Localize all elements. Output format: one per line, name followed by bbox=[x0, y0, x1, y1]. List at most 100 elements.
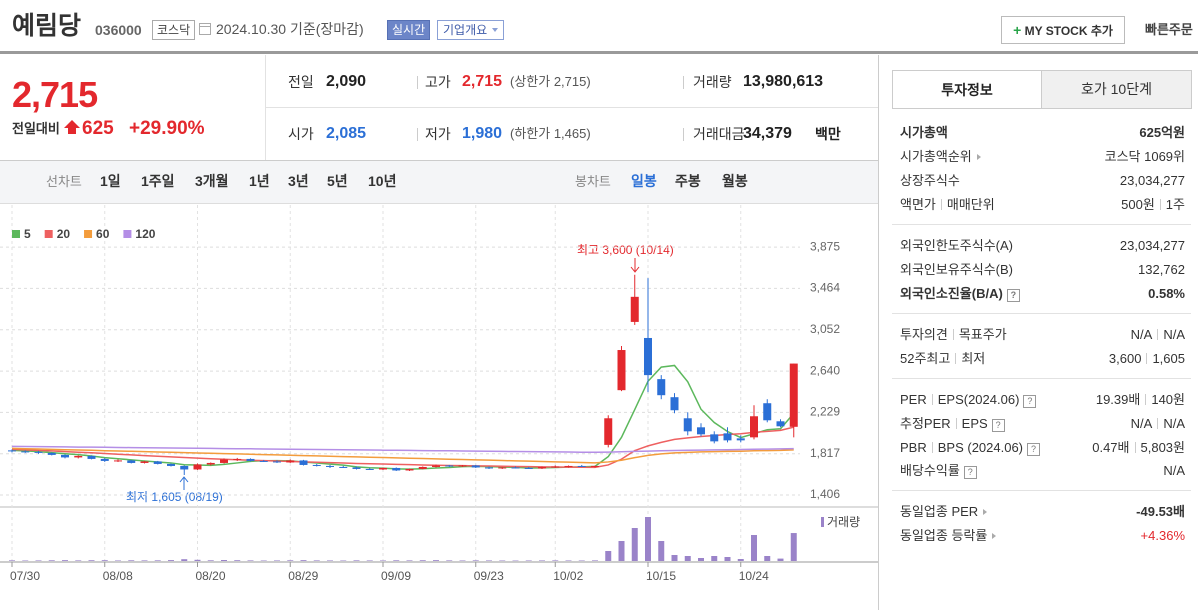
volume-bar bbox=[406, 560, 413, 561]
candle-body bbox=[538, 466, 546, 469]
volume-bar bbox=[35, 560, 42, 561]
period-item[interactable]: 5년 bbox=[327, 173, 348, 189]
volume-bar bbox=[22, 560, 29, 561]
candle-item[interactable]: 일봉 bbox=[631, 173, 657, 189]
overview-button[interactable]: 기업개요 bbox=[437, 20, 505, 40]
cell-value: 2,715 bbox=[462, 73, 503, 90]
candle-body bbox=[233, 458, 242, 460]
info-value: -49.53배 bbox=[1136, 504, 1185, 519]
volume-bar bbox=[48, 560, 55, 561]
info-row: 액면가 매매단위 500원 1주 bbox=[900, 193, 1185, 217]
info-value: N/A bbox=[1130, 416, 1153, 431]
volume-bar bbox=[128, 560, 135, 561]
candle-body bbox=[114, 460, 122, 462]
period-item[interactable]: 1주일 bbox=[141, 173, 175, 189]
cell-label: 거래대금 bbox=[693, 126, 745, 142]
volume-bar bbox=[75, 560, 82, 561]
up-icon bbox=[64, 120, 80, 134]
info-label: 목표주가 bbox=[958, 327, 1007, 342]
info-label: 동일업종 PER bbox=[900, 504, 979, 519]
candle-body bbox=[683, 418, 692, 432]
candle-body bbox=[630, 296, 639, 322]
candle-body bbox=[776, 421, 785, 427]
info-value: 1,605 bbox=[1152, 351, 1185, 366]
info-tab[interactable]: 투자정보 bbox=[892, 70, 1042, 109]
volume-bar bbox=[631, 528, 638, 561]
cell-sep bbox=[417, 76, 418, 89]
candle-body bbox=[524, 467, 533, 469]
legend-label: 20 bbox=[57, 227, 71, 241]
info-value: 23,034,277 bbox=[1119, 238, 1185, 253]
x-tick-label: 10/02 bbox=[553, 569, 583, 583]
candle-body bbox=[153, 461, 162, 464]
volume-bar bbox=[552, 560, 559, 561]
info-label: 외국인소진율(B/A) bbox=[900, 286, 1003, 301]
info-label: PER bbox=[900, 392, 927, 407]
volume-bar bbox=[539, 560, 545, 561]
legend-swatch bbox=[12, 230, 20, 238]
period-item[interactable]: 10년 bbox=[368, 173, 397, 189]
info-label: 외국인보유주식수(B) bbox=[900, 262, 1014, 277]
period-item[interactable]: 3년 bbox=[288, 173, 309, 189]
quote-divider bbox=[0, 160, 878, 161]
period-item[interactable]: 1일 bbox=[100, 173, 121, 189]
candle-body bbox=[789, 363, 798, 427]
info-label: EPS(2024.06) bbox=[937, 392, 1020, 407]
volume-bar bbox=[393, 560, 400, 561]
row-divider bbox=[892, 313, 1191, 314]
candle-body bbox=[74, 455, 83, 458]
change-label: 전일대비 bbox=[12, 121, 60, 136]
cell-sep bbox=[683, 128, 684, 141]
candle-body bbox=[670, 397, 679, 411]
cell-sep bbox=[417, 128, 418, 141]
quick-order[interactable]: 빠른주문 bbox=[1145, 22, 1193, 37]
period-item[interactable]: 1년 bbox=[249, 173, 270, 189]
candle-body bbox=[485, 467, 493, 469]
mystock-button[interactable]: + MY STOCK 추가 bbox=[1001, 16, 1125, 44]
annotation-high: 최고 3,600 (10/14) bbox=[577, 243, 674, 257]
candle-body bbox=[763, 403, 772, 421]
cell-unit: 백만 bbox=[815, 126, 841, 142]
overview-text: 기업개요 bbox=[443, 23, 488, 37]
volume-bar bbox=[711, 556, 718, 561]
volume-bar bbox=[207, 560, 214, 561]
stock-name: 예림당 bbox=[12, 12, 82, 40]
volume-bar bbox=[645, 517, 651, 561]
info-row: 투자의견 목표주가 N/A N/A bbox=[900, 323, 1185, 347]
volume-bar bbox=[9, 560, 15, 561]
period-item[interactable]: 3개월 bbox=[195, 173, 229, 189]
candle-body bbox=[193, 464, 202, 470]
current-price: 2,715 bbox=[12, 74, 98, 115]
legend-swatch bbox=[44, 230, 53, 238]
info-value: 5,803원 bbox=[1140, 440, 1186, 455]
ma-line bbox=[11, 447, 794, 464]
x-tick-label: 07/30 bbox=[10, 569, 40, 583]
volume-bar bbox=[141, 560, 148, 561]
row-divider bbox=[892, 224, 1191, 225]
realtime-button[interactable]: 실시간 bbox=[387, 20, 431, 40]
cell-value: 1,980 bbox=[462, 125, 503, 142]
candle-body bbox=[312, 464, 321, 466]
candle-body bbox=[644, 337, 652, 376]
volume-bar bbox=[366, 560, 373, 561]
volume-bar bbox=[313, 560, 320, 561]
candle-item[interactable]: 주봉 bbox=[675, 173, 701, 189]
line-chart-label: 선차트 bbox=[46, 174, 82, 189]
volume-bar bbox=[380, 560, 386, 561]
volume-bar bbox=[287, 560, 294, 561]
base-date: 2024.10.30 기준(장마감) bbox=[216, 21, 364, 37]
candle-item[interactable]: 월봉 bbox=[722, 173, 748, 189]
y-tick-label: 2,640 bbox=[810, 363, 840, 377]
x-tick-label: 08/29 bbox=[288, 569, 318, 583]
legend-label: 5 bbox=[24, 227, 31, 241]
info-label: PBR bbox=[900, 440, 927, 455]
info-row: PBR BPS (2024.06)? 0.47배 5,803원 bbox=[900, 440, 1186, 456]
stock-code: 036000 bbox=[95, 22, 142, 38]
volume-bar bbox=[512, 560, 519, 562]
info-tab[interactable]: 호가 10단계 bbox=[1041, 70, 1192, 109]
x-tick-label: 08/08 bbox=[103, 569, 133, 583]
candle-body bbox=[34, 451, 43, 453]
info-value: 132,762 bbox=[1138, 262, 1185, 277]
volume-bar bbox=[340, 560, 347, 561]
